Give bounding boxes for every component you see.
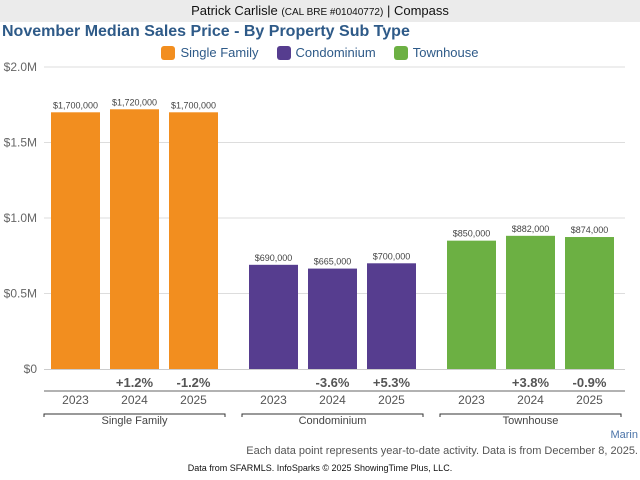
x-tick-label: 2024 [121,393,148,407]
legend-item-townhouse[interactable]: Townhouse [393,45,479,60]
bar-value-label: $700,000 [373,251,411,261]
y-tick-label: $1.0M [4,211,37,225]
x-tick-label: 2025 [378,393,405,407]
y-tick-label: $1.5M [4,136,37,150]
bar-value-label: $1,700,000 [171,100,216,110]
legend-label: Single Family [180,45,259,60]
percent-change-label: +5.3% [373,375,411,390]
bar [169,112,218,370]
x-tick-label: 2023 [458,393,485,407]
bar [565,237,614,369]
legend-swatch-single-family [161,45,176,60]
percent-change-label: -3.6% [316,375,350,390]
bar [110,109,159,369]
bar-value-label: $882,000 [512,224,550,234]
bar-value-label: $665,000 [314,257,352,267]
legend-item-single-family[interactable]: Single Family [161,45,259,60]
bar [308,268,357,369]
bar [506,235,555,369]
group-label: Single Family [101,415,168,427]
y-tick-label: $2.0M [4,60,37,74]
bar [249,264,298,369]
bar-value-label: $1,720,000 [112,97,157,107]
brokerage-name: Compass [393,3,449,18]
x-tick-label: 2025 [576,393,603,407]
legend-swatch-condominium [276,45,291,60]
percent-change-label: +3.8% [512,375,550,390]
group-bracket [439,413,622,417]
chart-title: November Median Sales Price - By Propert… [2,23,410,40]
legend-swatch-townhouse [393,45,408,60]
group-label: Condominium [299,415,367,427]
data-note: Each data point represents year-to-date … [246,445,638,457]
percent-change-label: -0.9% [573,375,607,390]
x-tick-label: 2023 [260,393,287,407]
bar-value-label: $874,000 [571,225,609,235]
legend-label: Condominium [295,45,376,60]
x-tick-label: 2024 [517,393,544,407]
region-label[interactable]: Marin [610,429,638,441]
bar-value-label: $1,700,000 [53,100,98,110]
license-number: (CAL BRE #01040772) [281,7,384,18]
x-tick-label: 2023 [62,393,89,407]
y-tick-label: $0.5M [4,287,37,301]
group-label: Townhouse [503,415,559,427]
percent-change-label: -1.2% [177,375,211,390]
bar [367,263,416,369]
chart-legend: Single Family Condominium Townhouse [0,45,640,60]
header-separator: | [386,3,391,18]
data-source: Data from SFARMLS. InfoSparks © 2025 Sho… [187,463,453,473]
y-tick-label: $0 [24,362,38,376]
bar-value-label: $850,000 [453,229,491,239]
agent-name: Patrick Carlisle [191,3,278,18]
percent-change-label: +1.2% [116,375,154,390]
bar-value-label: $690,000 [255,253,293,263]
group-bracket [241,413,424,417]
group-bracket [43,413,226,417]
legend-label: Townhouse [412,45,479,60]
legend-item-condominium[interactable]: Condominium [276,45,376,60]
bar [447,240,496,369]
bar [51,112,100,370]
agent-header: Patrick Carlisle (CAL BRE #01040772) | C… [0,0,640,22]
x-tick-label: 2024 [319,393,346,407]
x-tick-label: 2025 [180,393,207,407]
